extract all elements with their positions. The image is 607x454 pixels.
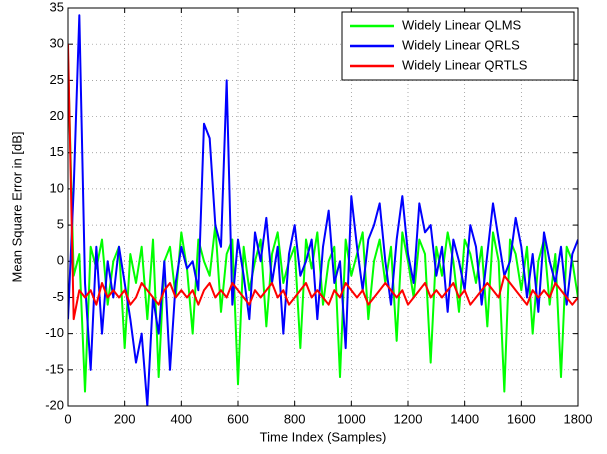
y-tick-label: 25 [50, 72, 64, 87]
y-tick-label: -10 [45, 325, 64, 340]
legend-label: Widely Linear QLMS [402, 17, 522, 32]
series-line [68, 44, 578, 321]
y-tick-label: 15 [50, 144, 64, 159]
x-tick-label: 600 [227, 411, 249, 426]
x-tick-label: 200 [114, 411, 136, 426]
plot-frame [67, 7, 579, 407]
y-tick-label: 5 [57, 217, 64, 232]
y-tick-label: -20 [45, 397, 64, 412]
y-tick-label: 35 [50, 0, 64, 14]
x-tick-label: 0 [64, 411, 71, 426]
x-tick-label: 800 [284, 411, 306, 426]
x-tick-label: 400 [170, 411, 192, 426]
y-tick-label: -5 [52, 289, 64, 304]
y-tick-label: 30 [50, 36, 64, 51]
series-line [68, 58, 578, 393]
y-axis-label: Mean Square Error in [dB] [9, 131, 24, 282]
y-tick-label: 20 [50, 108, 64, 123]
x-tick-label: 1200 [394, 411, 423, 426]
y-tick-label: 10 [50, 180, 64, 195]
x-tick-label: 1000 [337, 411, 366, 426]
x-tick-label: 1600 [507, 411, 536, 426]
legend-label: Widely Linear QRLS [402, 37, 520, 52]
x-tick-label: 1400 [450, 411, 479, 426]
y-tick-label: -15 [45, 361, 64, 376]
x-tick-label: 1800 [564, 411, 593, 426]
legend-label: Widely Linear QRTLS [402, 57, 528, 72]
x-axis-label: Time Index (Samples) [260, 429, 387, 444]
y-tick-label: 0 [57, 253, 64, 268]
